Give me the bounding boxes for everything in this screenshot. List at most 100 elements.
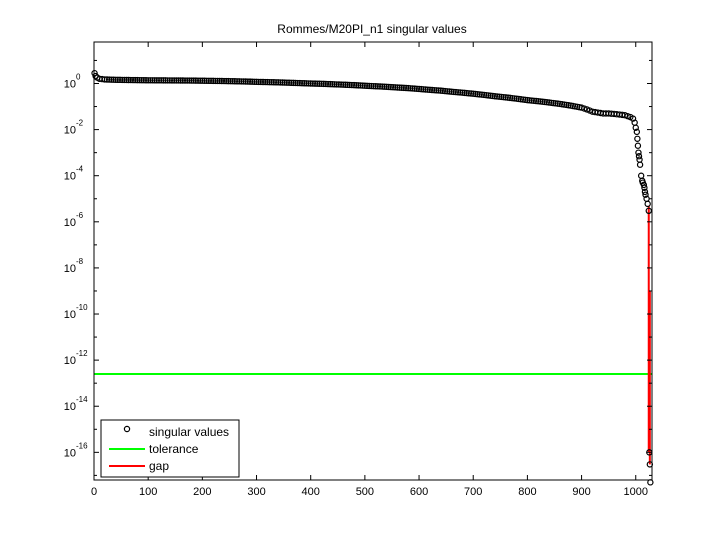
singular-value-point [277, 79, 284, 86]
legend-entry-singular-values: singular values [149, 425, 229, 439]
singular-value-point [470, 90, 477, 97]
singular-value-point [361, 82, 369, 89]
y-tick-label: 10 [64, 263, 76, 275]
singular-value-point [218, 77, 226, 85]
singular-value-point [300, 80, 308, 87]
singular-value-point [255, 78, 262, 86]
singular-value-point [396, 84, 403, 91]
singular-value-point [162, 77, 169, 84]
singular-value-point [459, 89, 466, 96]
y-tick-label: 10 [64, 355, 76, 367]
singular-value-point [350, 81, 358, 89]
singular-value-point [407, 85, 414, 92]
singular-value-point [127, 76, 135, 84]
singular-value-point [151, 77, 158, 84]
singular-value-point [235, 78, 243, 85]
singular-value-point [340, 81, 347, 88]
singular-value-point [311, 80, 319, 87]
x-tick-label: 400 [302, 486, 320, 498]
singular-value-point [188, 77, 195, 84]
singular-value-point [116, 76, 124, 84]
singular-value-point [196, 77, 204, 84]
singular-value-point [394, 84, 401, 91]
singular-value-point [422, 86, 429, 93]
singular-value-point [478, 91, 486, 98]
singular-value-point [426, 86, 434, 94]
singular-value-point [355, 82, 362, 89]
x-tick-label: 100 [139, 486, 157, 498]
singular-value-point [457, 89, 464, 96]
legend-entry-tolerance: tolerance [149, 442, 199, 456]
singular-value-point [318, 80, 325, 87]
singular-value-point [105, 76, 113, 83]
singular-value-point [303, 80, 310, 87]
singular-value-point [640, 181, 648, 189]
singular-value-point [493, 93, 501, 100]
singular-value-point [366, 82, 373, 90]
singular-value-point [285, 79, 293, 86]
singular-value-point [409, 85, 416, 92]
singular-value-point [175, 77, 182, 84]
plot-area [91, 69, 654, 486]
singular-value-point [266, 78, 273, 86]
singular-value-point [496, 93, 503, 100]
singular-value-point [238, 78, 245, 85]
singular-value-point [398, 84, 405, 91]
singular-value-point [149, 77, 156, 84]
singular-value-point [144, 77, 152, 84]
singular-value-point [392, 84, 399, 91]
singular-value-point [530, 97, 538, 104]
singular-value-point [112, 76, 119, 83]
y-tick-label: 10 [64, 171, 76, 183]
singular-value-point [467, 90, 475, 97]
singular-value-point [524, 96, 531, 104]
singular-value-point [103, 76, 111, 83]
singular-value-point [214, 77, 221, 85]
singular-value-point [207, 77, 215, 85]
singular-value-point [209, 77, 217, 85]
x-tick-label: 300 [247, 486, 265, 498]
singular-value-point [199, 77, 206, 84]
singular-value-point [101, 76, 109, 83]
y-tick-exponent: -12 [76, 349, 88, 358]
singular-value-point [415, 85, 423, 93]
singular-value-point [233, 78, 241, 85]
singular-value-point [634, 135, 641, 142]
singular-value-point [220, 77, 228, 85]
singular-value-point [641, 184, 648, 191]
singular-value-point [642, 191, 649, 198]
singular-value-point [370, 82, 377, 90]
singular-value-point [376, 83, 384, 90]
y-tick-exponent: -16 [76, 441, 88, 450]
singular-value-point [222, 77, 230, 85]
singular-value-point [635, 153, 643, 160]
singular-value-point [437, 87, 444, 94]
y-tick-label: 10 [64, 401, 76, 413]
legend-swatch-singular-values [123, 425, 131, 433]
singular-value-point [346, 81, 353, 89]
y-tick-exponent: -4 [76, 165, 84, 174]
legend: singular values tolerance gap [100, 419, 240, 478]
singular-value-point [225, 77, 232, 85]
singular-value-point [433, 87, 440, 94]
singular-value-point [118, 76, 126, 84]
singular-value-point [644, 200, 651, 208]
singular-value-point [461, 89, 468, 97]
y-tick-label: 10 [64, 78, 76, 90]
singular-value-point [379, 83, 386, 90]
y-tick-label: 10 [64, 125, 76, 137]
singular-value-point [244, 78, 252, 85]
singular-value-point [316, 80, 323, 87]
singular-value-point [329, 81, 336, 88]
singular-value-point [450, 88, 457, 96]
singular-value-point [441, 87, 449, 95]
singular-value-point [229, 78, 236, 85]
singular-value-point [279, 79, 286, 86]
singular-value-point [368, 82, 375, 90]
singular-value-point [348, 81, 356, 89]
singular-value-point [131, 76, 139, 84]
y-tick-exponent: -14 [76, 395, 88, 404]
singular-value-point [246, 78, 254, 85]
singular-value-point [205, 77, 213, 85]
